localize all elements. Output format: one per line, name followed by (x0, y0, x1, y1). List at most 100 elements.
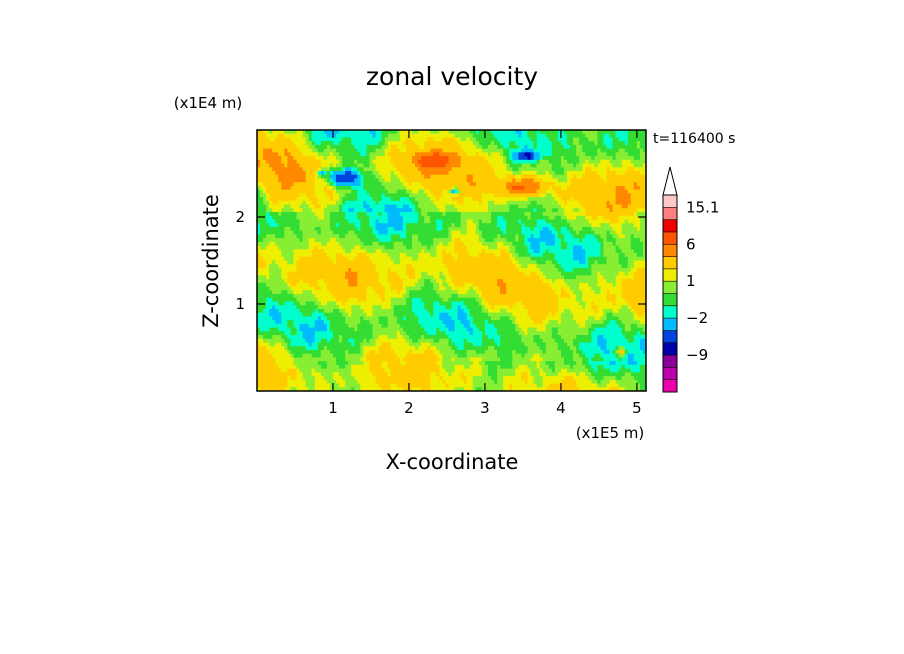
field-cell (317, 267, 322, 273)
field-cell (405, 182, 410, 187)
field-cell (290, 234, 295, 239)
field-cell (393, 260, 398, 265)
field-cell (618, 174, 623, 180)
field-cell (348, 219, 352, 224)
field-cell (591, 193, 595, 198)
field-cell (469, 230, 474, 235)
field-cell (481, 260, 486, 265)
field-cell (399, 144, 404, 150)
field-cell (615, 137, 620, 142)
field-cell (326, 182, 331, 187)
field-cell (609, 223, 614, 228)
field-cell (451, 215, 456, 221)
field-cell (399, 241, 404, 247)
field-cell (308, 137, 313, 142)
field-cell (405, 141, 410, 146)
field-cell (375, 159, 380, 165)
field-cell (533, 137, 538, 142)
field-cell (579, 197, 583, 202)
field-cell (290, 178, 295, 183)
field-cell (524, 264, 529, 269)
field-cell (421, 249, 425, 254)
field-cell (351, 223, 355, 228)
field-cell (257, 171, 261, 176)
field-cell (545, 159, 550, 165)
field-cell (302, 230, 307, 235)
field-cell (497, 238, 501, 243)
field-cell (339, 137, 343, 142)
field-cell (545, 148, 550, 153)
field-cell (305, 193, 310, 198)
field-cell (624, 256, 629, 262)
field-cell (381, 204, 386, 209)
field-cell (494, 171, 498, 176)
field-cell (551, 130, 556, 135)
field-cell (521, 141, 526, 146)
field-cell (266, 178, 270, 183)
field-cell (430, 260, 434, 265)
field-cell (354, 267, 358, 273)
field-cell (336, 204, 340, 209)
field-cell (272, 260, 276, 265)
field-cell (345, 193, 349, 198)
field-cell (278, 133, 282, 139)
field-cell (278, 167, 282, 172)
field-cell (539, 264, 544, 269)
field-cell (457, 174, 462, 180)
field-cell (615, 185, 620, 191)
field-cell (582, 167, 586, 172)
field-cell (430, 152, 434, 157)
field-cell (375, 133, 380, 139)
field-cell (487, 178, 492, 183)
field-cell (536, 178, 541, 183)
field-cell (554, 267, 559, 273)
field-cell (320, 271, 325, 277)
field-cell (387, 249, 392, 254)
field-cell (621, 197, 626, 202)
field-cell (500, 185, 504, 191)
field-cell (630, 137, 635, 142)
field-cell (527, 167, 532, 172)
field-cell (579, 238, 583, 243)
field-cell (557, 185, 562, 191)
field-cell (466, 241, 471, 247)
field-cell (506, 215, 510, 221)
field-cell (387, 171, 392, 176)
field-cell (497, 171, 501, 176)
field-cell (466, 271, 471, 277)
field-cell (551, 241, 556, 247)
field-cell (612, 219, 617, 224)
field-cell (329, 148, 334, 153)
field-cell (621, 219, 626, 224)
field-cell (524, 193, 529, 198)
field-cell (463, 130, 468, 135)
field-cell (317, 245, 322, 250)
field-cell (469, 204, 474, 209)
field-cell (396, 144, 401, 150)
field-cell (402, 148, 407, 153)
field-cell (530, 226, 535, 232)
field-cell (342, 148, 346, 153)
field-cell (551, 185, 556, 191)
field-cell (582, 256, 586, 262)
field-cell (548, 178, 553, 183)
field-cell (500, 249, 504, 254)
field-cell (339, 167, 343, 172)
field-cell (588, 245, 592, 250)
field-cell (630, 215, 635, 221)
field-cell (372, 223, 377, 228)
field-cell (296, 238, 301, 243)
field-cell (503, 226, 507, 232)
field-cell (360, 174, 364, 180)
field-cell (536, 148, 541, 153)
field-cell (633, 141, 638, 146)
field-cell (533, 130, 538, 135)
field-cell (451, 234, 456, 239)
field-cell (609, 163, 614, 168)
field-cell (278, 264, 282, 269)
field-cell (411, 241, 416, 247)
field-cell (263, 208, 267, 213)
field-cell (621, 133, 626, 139)
field-cell (609, 156, 614, 161)
field-cell (545, 204, 550, 209)
